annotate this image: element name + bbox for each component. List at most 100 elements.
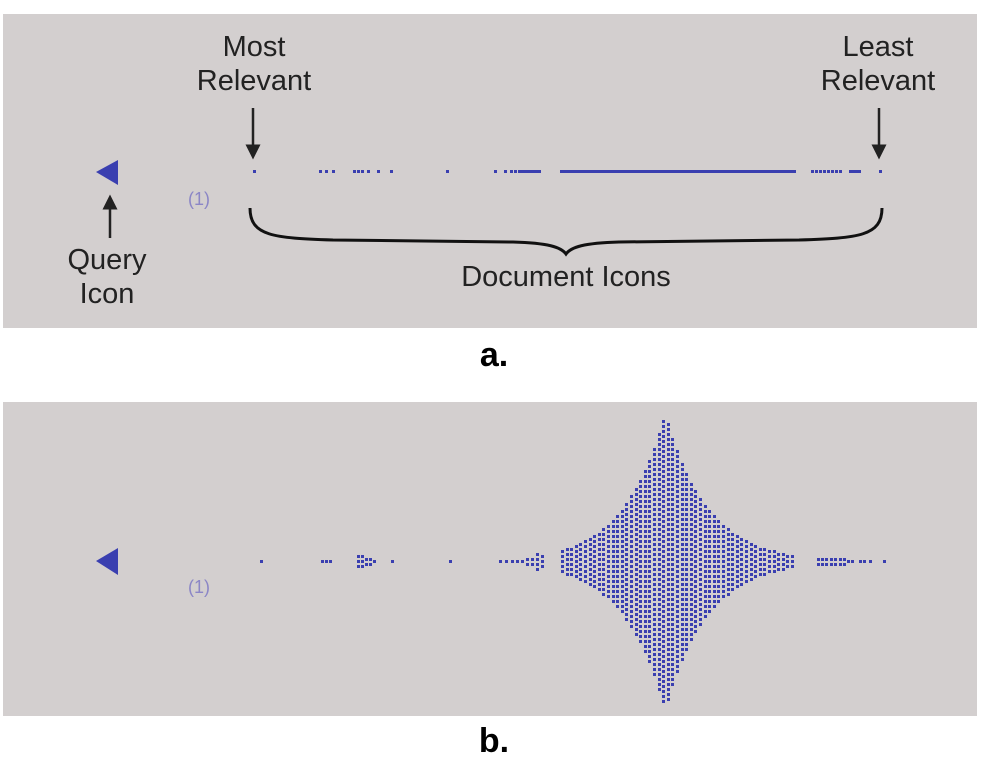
document-icon[interactable] bbox=[598, 543, 601, 546]
document-icon[interactable] bbox=[667, 463, 670, 466]
document-icon[interactable] bbox=[593, 585, 596, 588]
document-icon[interactable] bbox=[541, 555, 544, 558]
document-icon[interactable] bbox=[391, 560, 394, 563]
document-icon[interactable] bbox=[690, 548, 693, 551]
document-icon[interactable] bbox=[708, 520, 711, 523]
document-icon[interactable] bbox=[722, 560, 725, 563]
document-icon[interactable] bbox=[722, 525, 725, 528]
document-icon[interactable] bbox=[685, 513, 688, 516]
document-icon[interactable] bbox=[883, 560, 886, 563]
document-icon[interactable] bbox=[658, 638, 661, 641]
document-icon[interactable] bbox=[353, 170, 356, 173]
document-icon[interactable] bbox=[704, 510, 707, 513]
document-icon[interactable] bbox=[839, 558, 842, 561]
document-icon[interactable] bbox=[667, 623, 670, 626]
document-icon[interactable] bbox=[390, 170, 393, 173]
document-icon[interactable] bbox=[676, 605, 679, 608]
document-icon[interactable] bbox=[630, 555, 633, 558]
document-icon[interactable] bbox=[681, 638, 684, 641]
document-icon[interactable] bbox=[648, 560, 651, 563]
document-icon[interactable] bbox=[685, 648, 688, 651]
document-icon[interactable] bbox=[727, 588, 730, 591]
document-icon[interactable] bbox=[644, 495, 647, 498]
document-icon[interactable] bbox=[658, 633, 661, 636]
document-icon[interactable] bbox=[676, 465, 679, 468]
document-icon[interactable] bbox=[722, 580, 725, 583]
document-icon[interactable] bbox=[704, 595, 707, 598]
document-icon[interactable] bbox=[625, 608, 628, 611]
document-icon[interactable] bbox=[667, 498, 670, 501]
document-icon[interactable] bbox=[708, 595, 711, 598]
document-icon[interactable] bbox=[694, 585, 697, 588]
document-icon[interactable] bbox=[662, 500, 665, 503]
document-icon[interactable] bbox=[768, 555, 771, 558]
document-icon[interactable] bbox=[713, 590, 716, 593]
document-icon[interactable] bbox=[658, 583, 661, 586]
document-icon[interactable] bbox=[593, 570, 596, 573]
document-icon[interactable] bbox=[671, 598, 674, 601]
document-icon[interactable] bbox=[616, 575, 619, 578]
document-icon[interactable] bbox=[612, 530, 615, 533]
document-icon[interactable] bbox=[510, 170, 513, 173]
document-icon[interactable] bbox=[662, 575, 665, 578]
document-icon[interactable] bbox=[662, 590, 665, 593]
document-icon[interactable] bbox=[667, 558, 670, 561]
document-icon[interactable] bbox=[699, 613, 702, 616]
document-icon[interactable] bbox=[598, 578, 601, 581]
document-icon[interactable] bbox=[671, 478, 674, 481]
document-icon[interactable] bbox=[536, 568, 539, 571]
document-icon[interactable] bbox=[621, 525, 624, 528]
document-icon[interactable] bbox=[639, 550, 642, 553]
document-icon[interactable] bbox=[843, 558, 846, 561]
document-icon[interactable] bbox=[658, 648, 661, 651]
document-icon[interactable] bbox=[658, 623, 661, 626]
document-icon[interactable] bbox=[736, 585, 739, 588]
document-icon[interactable] bbox=[520, 170, 523, 173]
document-icon[interactable] bbox=[621, 540, 624, 543]
document-icon[interactable] bbox=[639, 510, 642, 513]
document-icon[interactable] bbox=[671, 553, 674, 556]
document-icon[interactable] bbox=[745, 545, 748, 548]
document-icon[interactable] bbox=[708, 600, 711, 603]
document-icon[interactable] bbox=[694, 615, 697, 618]
document-icon[interactable] bbox=[786, 555, 789, 558]
document-icon[interactable] bbox=[717, 530, 720, 533]
document-icon[interactable] bbox=[694, 590, 697, 593]
document-icon[interactable] bbox=[612, 575, 615, 578]
document-icon[interactable] bbox=[740, 553, 743, 556]
document-icon[interactable] bbox=[681, 573, 684, 576]
document-icon[interactable] bbox=[671, 548, 674, 551]
document-icon[interactable] bbox=[791, 565, 794, 568]
document-icon[interactable] bbox=[704, 530, 707, 533]
document-icon[interactable] bbox=[648, 620, 651, 623]
document-icon[interactable] bbox=[694, 515, 697, 518]
document-icon[interactable] bbox=[644, 635, 647, 638]
document-icon[interactable] bbox=[575, 570, 578, 573]
document-icon[interactable] bbox=[671, 633, 674, 636]
document-icon[interactable] bbox=[575, 545, 578, 548]
document-icon[interactable] bbox=[676, 650, 679, 653]
document-icon[interactable] bbox=[332, 170, 335, 173]
document-icon[interactable] bbox=[667, 443, 670, 446]
document-icon[interactable] bbox=[667, 528, 670, 531]
document-icon[interactable] bbox=[598, 558, 601, 561]
document-icon[interactable] bbox=[699, 568, 702, 571]
document-icon[interactable] bbox=[319, 170, 322, 173]
document-icon[interactable] bbox=[731, 583, 734, 586]
document-icon[interactable] bbox=[662, 630, 665, 633]
document-icon[interactable] bbox=[644, 535, 647, 538]
document-icon[interactable] bbox=[717, 570, 720, 573]
document-icon[interactable] bbox=[648, 655, 651, 658]
document-icon[interactable] bbox=[662, 610, 665, 613]
document-icon[interactable] bbox=[777, 553, 780, 556]
document-icon[interactable] bbox=[676, 505, 679, 508]
document-icon[interactable] bbox=[361, 170, 364, 173]
document-icon[interactable] bbox=[658, 483, 661, 486]
document-icon[interactable] bbox=[685, 608, 688, 611]
document-icon[interactable] bbox=[727, 543, 730, 546]
document-icon[interactable] bbox=[713, 560, 716, 563]
document-icon[interactable] bbox=[658, 688, 661, 691]
document-icon[interactable] bbox=[694, 490, 697, 493]
document-icon[interactable] bbox=[644, 560, 647, 563]
document-icon[interactable] bbox=[811, 170, 814, 173]
